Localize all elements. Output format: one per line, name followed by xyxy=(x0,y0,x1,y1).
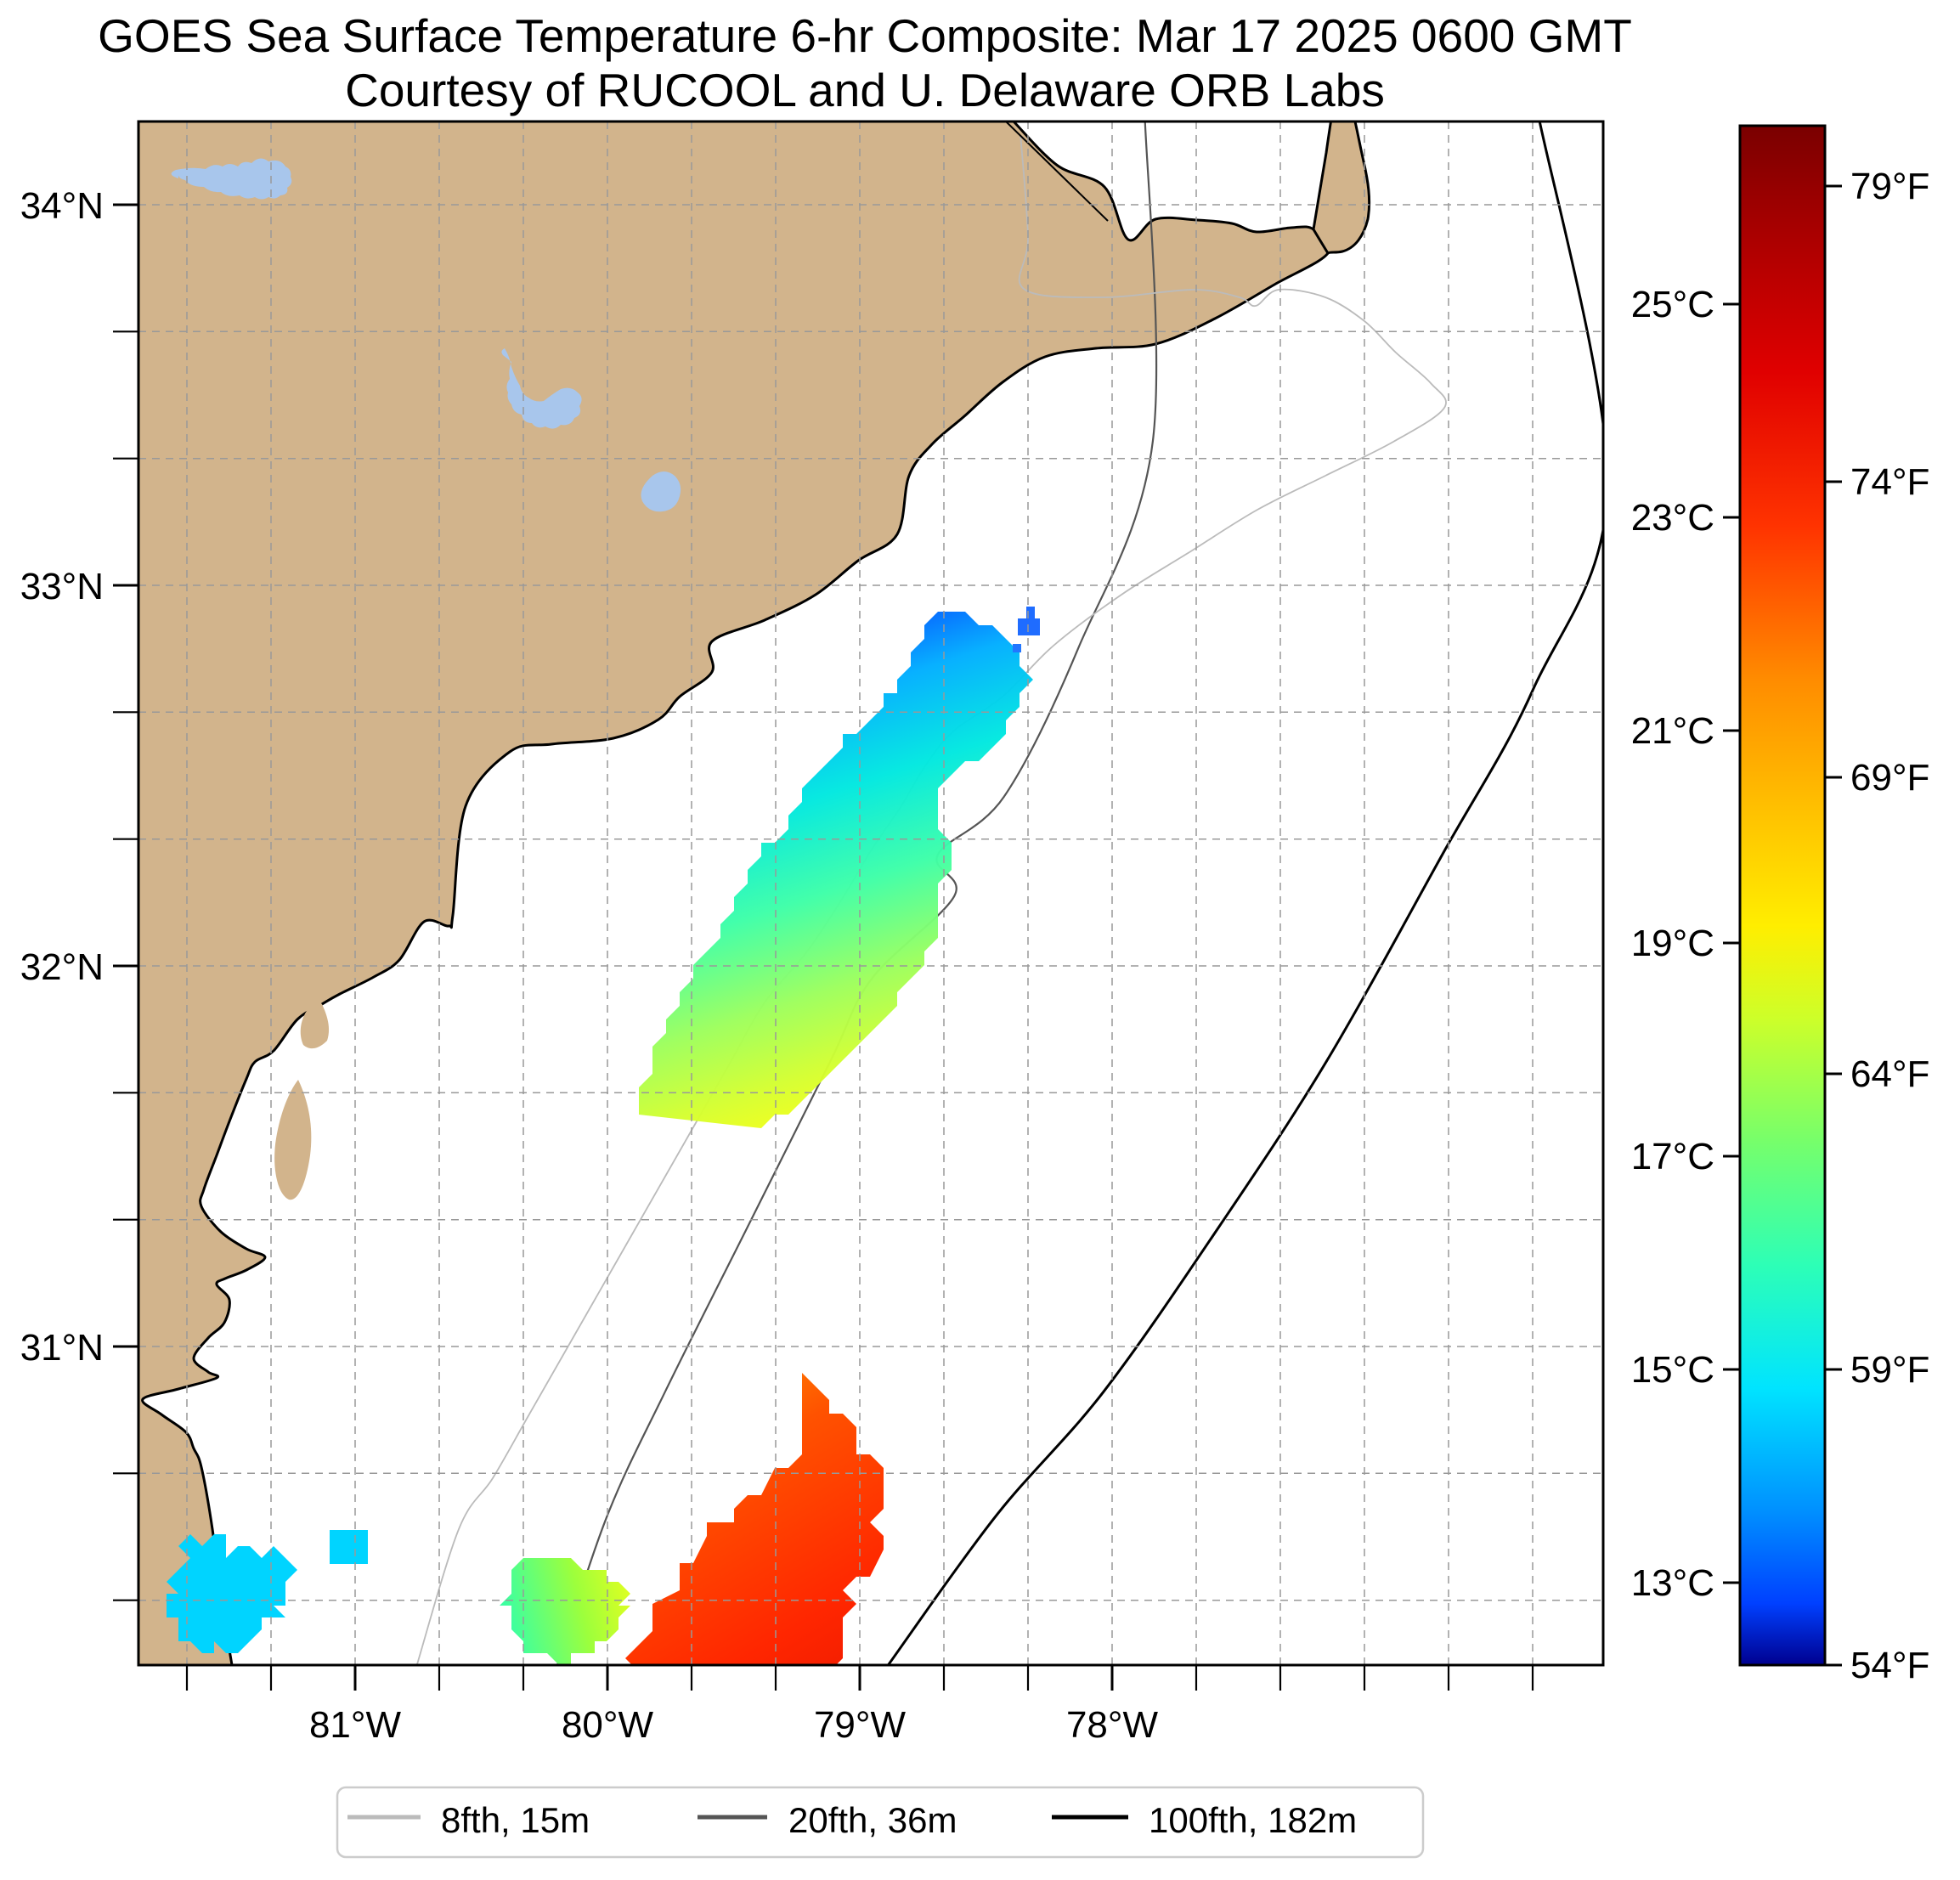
svg-text:81°W: 81°W xyxy=(309,1704,402,1746)
svg-text:59°F: 59°F xyxy=(1850,1349,1929,1391)
svg-text:20fth, 36m: 20fth, 36m xyxy=(788,1800,957,1840)
svg-text:34°N: 34°N xyxy=(20,185,104,227)
svg-text:79°F: 79°F xyxy=(1850,166,1929,207)
svg-text:100fth, 182m: 100fth, 182m xyxy=(1149,1800,1357,1840)
svg-text:23°C: 23°C xyxy=(1631,497,1714,539)
svg-text:19°C: 19°C xyxy=(1631,923,1714,964)
svg-text:80°W: 80°W xyxy=(562,1704,654,1746)
svg-text:15°C: 15°C xyxy=(1631,1349,1714,1391)
svg-text:21°C: 21°C xyxy=(1631,710,1714,752)
svg-text:74°F: 74°F xyxy=(1850,461,1929,503)
svg-text:25°C: 25°C xyxy=(1631,284,1714,325)
svg-text:17°C: 17°C xyxy=(1631,1136,1714,1177)
svg-text:32°N: 32°N xyxy=(20,946,104,988)
svg-text:69°F: 69°F xyxy=(1850,757,1929,799)
svg-text:33°N: 33°N xyxy=(20,566,104,607)
svg-text:31°N: 31°N xyxy=(20,1327,104,1369)
svg-text:64°F: 64°F xyxy=(1850,1053,1929,1095)
svg-text:13°C: 13°C xyxy=(1631,1562,1714,1604)
svg-text:79°W: 79°W xyxy=(814,1704,907,1746)
svg-text:8fth, 15m: 8fth, 15m xyxy=(441,1800,590,1840)
svg-text:54°F: 54°F xyxy=(1850,1645,1929,1686)
svg-text:78°W: 78°W xyxy=(1066,1704,1159,1746)
